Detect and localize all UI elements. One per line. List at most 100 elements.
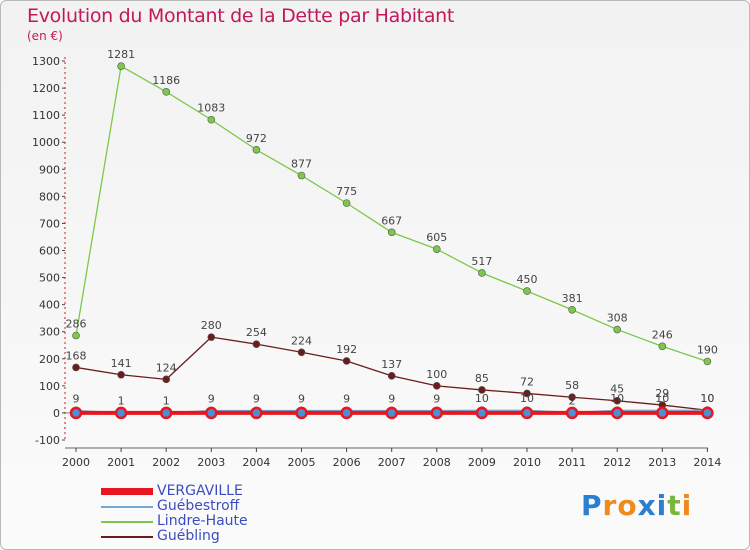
legend-swatch — [101, 488, 153, 495]
logo-letter: i — [681, 489, 693, 522]
data-label-3: 192 — [336, 343, 357, 356]
series-point-0 — [656, 406, 669, 420]
data-label-3: 124 — [156, 361, 177, 374]
y-tick-label: 800 — [39, 190, 60, 203]
y-tick-label: 0 — [53, 407, 60, 420]
series-point-0 — [565, 406, 579, 420]
series-point-2 — [207, 115, 216, 124]
y-unit-label: (en €) — [27, 29, 63, 43]
data-label-3: 254 — [246, 326, 267, 339]
y-tick-label: 400 — [39, 299, 60, 312]
series-point-0 — [295, 406, 308, 420]
x-tick-label: 2003 — [197, 456, 225, 469]
data-label-1: 10 — [520, 392, 534, 405]
series-point-3 — [72, 363, 80, 372]
data-label-3: 137 — [381, 358, 402, 371]
data-label-1: 1 — [118, 395, 125, 408]
data-label-2: 190 — [697, 343, 718, 356]
legend-label: Guébling — [157, 528, 220, 544]
series-point-0 — [701, 406, 714, 420]
x-tick-label: 2005 — [288, 456, 316, 469]
data-label-3: 10 — [700, 392, 714, 405]
y-tick-label: 1300 — [32, 55, 60, 68]
data-label-2: 972 — [246, 132, 267, 145]
series-point-0 — [610, 406, 624, 420]
x-tick-label: 2006 — [333, 456, 361, 469]
data-label-2: 1281 — [107, 48, 135, 61]
data-label-3: 85 — [475, 372, 489, 385]
series-point-3 — [478, 386, 486, 394]
y-tick-label: 300 — [39, 326, 60, 339]
series-point-3 — [432, 382, 441, 390]
data-label-3: 72 — [520, 375, 534, 388]
series-point-2 — [568, 305, 576, 314]
series-point-0 — [340, 406, 353, 420]
legend-swatch — [101, 505, 153, 508]
x-tick-label: 2001 — [107, 456, 135, 469]
series-point-0 — [520, 406, 534, 420]
x-tick-label: 2014 — [693, 456, 721, 469]
legend-item: VERGAVILLE — [101, 484, 248, 499]
logo-letter: P — [581, 489, 603, 522]
data-label-3: 141 — [111, 357, 132, 370]
data-label-1: 10 — [610, 392, 624, 405]
series-point-2 — [478, 269, 486, 277]
series-point-0 — [475, 406, 489, 420]
x-tick-label: 2000 — [62, 456, 90, 469]
x-tick-label: 2007 — [378, 456, 406, 469]
series-point-3 — [162, 375, 170, 384]
y-tick-label: 200 — [39, 353, 60, 366]
data-label-2: 308 — [607, 312, 628, 325]
data-label-2: 605 — [426, 231, 447, 244]
y-tick-label: 1200 — [32, 82, 60, 95]
data-label-1: 9 — [343, 392, 350, 405]
x-tick-label: 2004 — [242, 456, 270, 469]
series-point-0 — [385, 406, 398, 420]
series-point-2 — [297, 171, 306, 180]
series-point-2 — [117, 62, 125, 70]
y-tick-label: 1000 — [32, 136, 60, 149]
x-tick-label: 2011 — [558, 456, 586, 469]
x-tick-label: 2002 — [152, 456, 180, 469]
logo-letter: r — [602, 489, 618, 522]
series-point-2 — [703, 357, 712, 366]
data-label-1: 1 — [163, 395, 170, 408]
series-point-0 — [430, 406, 444, 420]
y-tick-label: 500 — [39, 272, 60, 285]
series-point-2 — [432, 245, 441, 253]
series-point-3 — [568, 393, 576, 402]
data-label-3: 58 — [565, 379, 579, 392]
series-point-3 — [117, 370, 125, 379]
y-tick-label: 700 — [39, 217, 60, 230]
data-label-2: 775 — [336, 185, 357, 198]
series-point-2 — [72, 331, 80, 340]
data-label-2: 246 — [652, 328, 673, 341]
data-label-1: 9 — [298, 392, 305, 405]
data-label-2: 877 — [291, 158, 312, 171]
y-tick-label: -100 — [35, 434, 60, 447]
data-label-2: 450 — [517, 273, 538, 286]
y-tick-label: 900 — [39, 163, 60, 176]
data-label-1: 9 — [253, 392, 260, 405]
series-point-3 — [342, 357, 351, 365]
series-point-2 — [252, 145, 261, 154]
data-label-1: 2 — [569, 394, 576, 407]
x-tick-label: 2012 — [603, 456, 631, 469]
logo-letter: t — [667, 489, 682, 522]
data-label-1: 9 — [433, 392, 440, 405]
data-label-2: 667 — [381, 214, 402, 227]
logo-letter: i — [656, 489, 668, 522]
x-tick-label: 2013 — [648, 456, 676, 469]
series-point-3 — [252, 340, 261, 348]
series-point-2 — [387, 228, 396, 237]
data-label-3: 100 — [426, 368, 447, 381]
data-label-1: 9 — [388, 392, 395, 405]
series-point-0 — [205, 406, 218, 420]
proxiti-logo: Proxiti — [581, 489, 692, 522]
data-label-3: 29 — [655, 387, 669, 400]
series-point-0 — [159, 406, 173, 420]
series-point-2 — [342, 199, 351, 207]
data-label-2: 1083 — [197, 102, 225, 115]
data-label-1: 10 — [655, 392, 669, 405]
